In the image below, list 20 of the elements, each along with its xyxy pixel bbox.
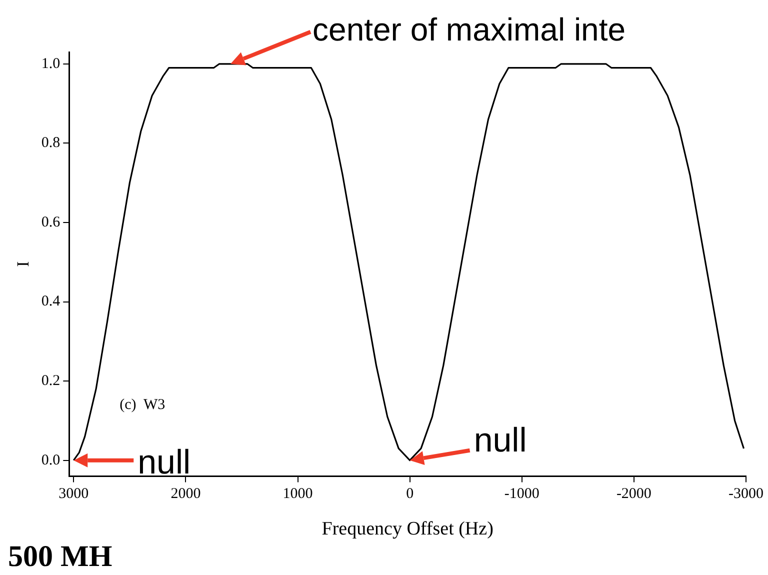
x-tick-label: -3000 xyxy=(728,486,764,502)
y-tick-label: 0.8 xyxy=(41,135,60,152)
x-tick-label: 3000 xyxy=(58,486,89,502)
x-tick-label: 2000 xyxy=(170,486,201,502)
annotation: (c) W3 xyxy=(120,396,166,413)
y-tick-label: 0.2 xyxy=(41,372,60,389)
y-tick-label: 0.4 xyxy=(41,294,61,310)
x-tick-label: -1000 xyxy=(504,486,540,502)
x-axis-title: Frequency Offset (Hz) xyxy=(322,518,494,540)
x-tick-label: -2000 xyxy=(616,486,652,502)
annotation: null xyxy=(138,444,191,482)
y-tick-label: 1.0 xyxy=(41,56,60,72)
x-tick-label: 1000 xyxy=(282,486,313,502)
x-tick-label: 0 xyxy=(406,486,414,502)
y-tick-label: 0.0 xyxy=(41,452,60,468)
y-axis-title: I xyxy=(14,260,33,267)
text: 500 MH xyxy=(8,540,112,573)
y-tick-label: 0.6 xyxy=(41,214,61,230)
annotation: null xyxy=(474,422,527,460)
annotation: center of maximal inte xyxy=(312,12,626,48)
